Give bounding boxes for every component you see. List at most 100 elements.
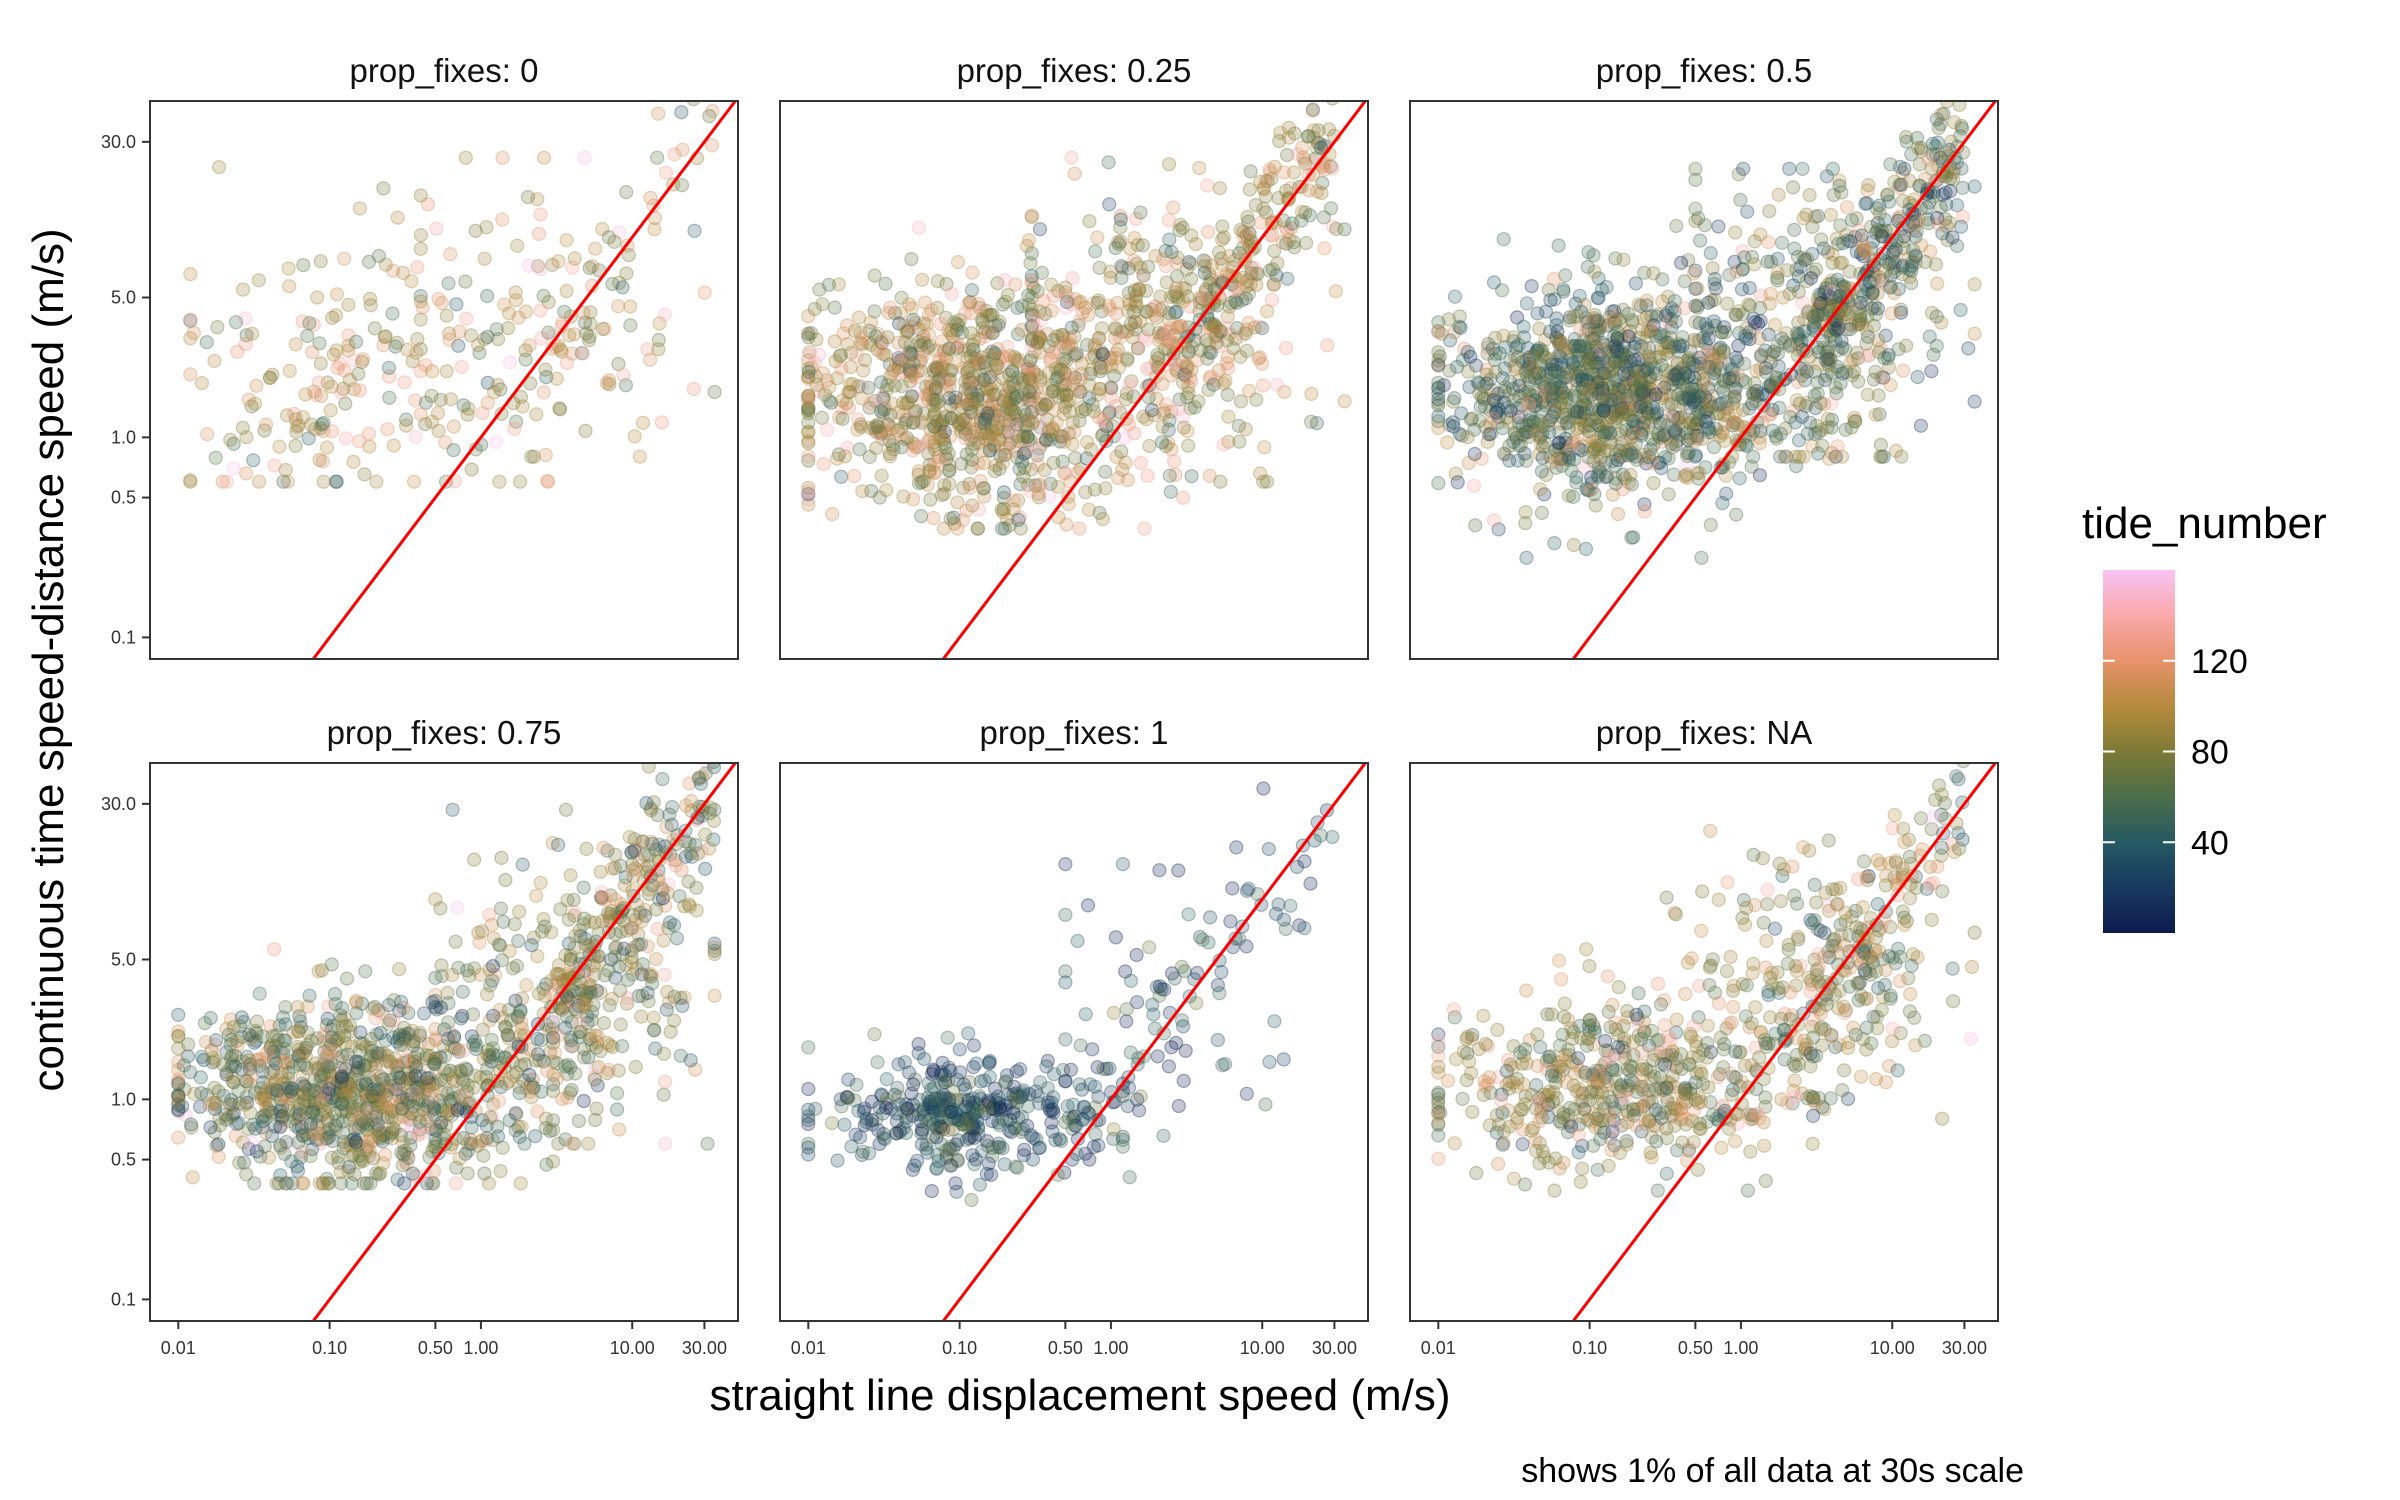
data-point: [851, 379, 866, 394]
data-point: [215, 474, 230, 489]
data-point: [557, 304, 572, 319]
data-point: [1471, 386, 1487, 401]
data-point: [1860, 282, 1876, 297]
data-point: [559, 355, 575, 370]
data-point: [954, 325, 970, 340]
data-point: [1513, 407, 1529, 422]
data-point: [1503, 403, 1518, 418]
data-point: [1871, 388, 1886, 403]
data-point: [1002, 367, 1017, 382]
data-point: [1122, 241, 1138, 256]
data-point: [541, 325, 556, 340]
data-point: [1629, 418, 1644, 433]
data-point: [1702, 355, 1717, 370]
data-point: [1058, 354, 1074, 369]
data-point: [1086, 296, 1102, 311]
data-point: [957, 389, 973, 404]
data-point: [885, 421, 900, 436]
data-point: [1127, 253, 1142, 268]
data-point: [992, 314, 1007, 329]
data-point: [1770, 251, 1785, 266]
data-point: [1881, 360, 1897, 375]
data-point: [920, 477, 935, 492]
data-point: [1036, 421, 1051, 436]
data-point: [1056, 383, 1071, 399]
data-point: [1090, 230, 1105, 245]
data-point: [854, 337, 870, 352]
data-point: [448, 1176, 464, 1191]
data-point: [1304, 386, 1319, 401]
data-point: [1183, 401, 1198, 416]
data-point: [518, 352, 533, 367]
data-point: [1449, 359, 1465, 374]
data-point: [666, 1013, 682, 1028]
data-point: [1597, 400, 1612, 415]
data-point: [1284, 221, 1299, 236]
data-point: [1782, 286, 1798, 301]
data-point: [642, 352, 658, 367]
data-point: [921, 327, 937, 342]
data-point: [1688, 281, 1703, 296]
data-point: [882, 370, 898, 385]
data-point: [1161, 312, 1177, 327]
data-point: [1637, 504, 1652, 519]
data-point: [1537, 380, 1553, 395]
data-point: [565, 346, 580, 361]
data-point: [1664, 377, 1680, 392]
data-point: [1556, 284, 1571, 299]
data-point: [1461, 364, 1476, 379]
data-point: [1247, 320, 1262, 335]
data-point: [1726, 396, 1741, 411]
data-point: [1775, 290, 1791, 305]
data-point: [1549, 381, 1564, 396]
data-point: [1267, 277, 1282, 292]
data-point: [922, 464, 937, 480]
data-point: [938, 374, 953, 389]
data-point: [494, 850, 509, 866]
data-point: [1043, 432, 1058, 447]
data-point: [1301, 128, 1316, 144]
data-point: [1286, 235, 1301, 250]
data-point: [1510, 350, 1526, 365]
data-point: [377, 1046, 392, 1062]
data-point: [1590, 322, 1606, 337]
data-point: [1069, 346, 1084, 361]
data-point: [1638, 389, 1654, 404]
data-point: [1750, 388, 1765, 403]
data-point: [1952, 101, 1967, 112]
data-point: [338, 396, 353, 411]
data-point: [839, 318, 855, 333]
data-point: [1058, 389, 1074, 404]
data-point: [1022, 370, 1038, 385]
data-point: [809, 332, 824, 347]
data-point: [311, 964, 326, 979]
data-point: [1519, 362, 1534, 377]
data-point: [1808, 262, 1824, 277]
data-point: [531, 986, 547, 1001]
data-point: [1101, 406, 1117, 421]
data-point: [461, 401, 476, 416]
data-point: [288, 412, 303, 427]
data-point: [1761, 235, 1776, 250]
data-point: [1024, 405, 1039, 420]
data-point: [1092, 381, 1108, 396]
data-point: [984, 419, 999, 434]
data-point: [302, 988, 317, 1003]
data-point: [1690, 416, 1705, 431]
data-point: [1613, 354, 1628, 369]
data-point: [1734, 282, 1750, 297]
data-point: [1551, 436, 1566, 451]
data-point: [801, 330, 816, 345]
data-point: [467, 852, 482, 867]
data-point: [1588, 322, 1603, 337]
data-point: [956, 391, 971, 407]
data-point: [471, 338, 486, 353]
data-point: [1015, 375, 1030, 390]
data-point: [1946, 165, 1961, 180]
data-point: [1613, 423, 1628, 438]
data-point: [1050, 479, 1066, 494]
data-point: [1829, 359, 1845, 374]
data-point: [502, 1113, 517, 1128]
data-point: [1229, 280, 1244, 295]
data-point: [1661, 451, 1676, 466]
